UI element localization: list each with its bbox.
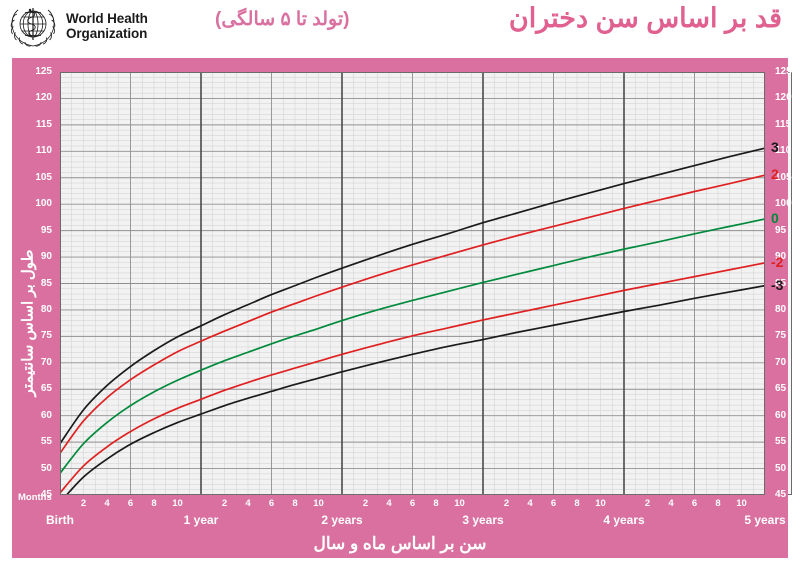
sd-curves xyxy=(60,147,765,495)
page-title: قد بر اساس سن دختران xyxy=(508,3,782,33)
sd-curve-label--3: -3 xyxy=(771,276,784,293)
months-axis-caption: Months xyxy=(18,492,52,503)
month-tick-label: 2 xyxy=(221,498,228,509)
y-tick-label-right: 45 xyxy=(775,489,787,500)
grid-major xyxy=(60,72,765,495)
y-tick-label-right: 100 xyxy=(775,198,792,210)
y-tick-label-right: 55 xyxy=(775,436,787,448)
month-tick-label: 8 xyxy=(715,498,721,509)
y-tick-label-left: 60 xyxy=(40,409,52,421)
who-wordmark-line1: World Health xyxy=(66,10,148,26)
month-tick-label: 2 xyxy=(503,498,510,509)
y-tick-label-right: 95 xyxy=(775,224,787,236)
y-tick-label-left: 75 xyxy=(40,330,52,342)
month-tick-label: 8 xyxy=(574,498,580,509)
chart-panel: طول بر اساس سانتیمتر Months 125 125 120 120… xyxy=(12,58,792,558)
sd-curve-label-3: 3 xyxy=(771,139,779,156)
y-tick-label-right: 125 xyxy=(775,66,792,77)
y-tick-label-left: 125 xyxy=(35,66,52,77)
y-axis-title-text: طول بر اساس سانتیمتر xyxy=(19,249,36,397)
y-tick-label-left: 105 xyxy=(35,171,52,183)
page-header: World Health Organization (تولد تا ۵ سال… xyxy=(0,0,800,58)
month-tick-label: 6 xyxy=(127,498,134,509)
sd-curve-label-2: 2 xyxy=(771,166,779,183)
y-tick-label-right: 65 xyxy=(775,383,787,395)
month-tick-label: 6 xyxy=(691,498,698,509)
y-tick-label-left: 45 xyxy=(40,489,52,500)
y-tick-label-right: 50 xyxy=(775,462,787,474)
month-tick-label: 2 xyxy=(80,498,87,509)
growth-chart-svg xyxy=(60,72,765,495)
who-logo-block: World Health Organization xyxy=(6,4,148,48)
y-tick-label-left: 50 xyxy=(40,462,52,474)
month-tick-label: 10 xyxy=(454,498,465,509)
month-tick-label: 4 xyxy=(668,498,674,509)
month-tick-label: 2 xyxy=(644,498,651,509)
x-axis-title: سن بر اساس ماه و سال xyxy=(313,534,487,553)
month-tick-label: 6 xyxy=(268,498,275,509)
y-tick-label-left: 100 xyxy=(35,198,52,210)
month-tick-label: 4 xyxy=(104,498,110,509)
y-tick-label-left: 120 xyxy=(35,92,52,104)
sd-curve-0 xyxy=(60,218,765,475)
month-tick-label: 6 xyxy=(409,498,416,509)
y-tick-label-left: 115 xyxy=(35,118,52,130)
month-tick-label: 10 xyxy=(595,498,606,509)
y-tick-label-right: 90 xyxy=(775,251,787,263)
who-wordmark-line2: Organization xyxy=(66,26,148,41)
y-tick-label-left: 95 xyxy=(40,224,52,236)
month-tick-label: 4 xyxy=(245,498,251,509)
month-tick-label: 2 xyxy=(362,498,369,509)
y-tick-label-left: 85 xyxy=(40,277,52,289)
plot-border xyxy=(60,72,765,495)
y-tick-label-right: 115 xyxy=(775,118,792,130)
month-tick-label: 8 xyxy=(151,498,157,509)
month-tick-label: 8 xyxy=(292,498,298,509)
y-tick-label-left: 65 xyxy=(40,383,52,395)
sd-curve--2 xyxy=(60,262,765,494)
year-tick-label: 2 years xyxy=(321,513,363,527)
month-tick-label: 8 xyxy=(433,498,439,509)
sd-curve--3 xyxy=(65,284,765,495)
y-tick-label-left: 110 xyxy=(35,145,52,157)
year-tick-label: 3 years xyxy=(462,513,504,527)
plot-area xyxy=(60,72,765,495)
y-tick-label-right: 105 xyxy=(775,171,792,183)
year-tick-label: 1 year xyxy=(183,513,219,527)
y-tick-label-right: 80 xyxy=(775,303,787,315)
y-tick-label-left: 90 xyxy=(40,251,52,263)
month-tick-label: 10 xyxy=(736,498,747,509)
y-tick-label-left: 55 xyxy=(40,436,52,448)
sd-curve-3 xyxy=(60,147,765,445)
y-tick-label-left: 70 xyxy=(40,356,52,368)
year-tick-label: 4 years xyxy=(603,513,645,527)
month-tick-label: 4 xyxy=(527,498,533,509)
y-axis-title: طول بر اساس سانتیمتر xyxy=(14,208,40,438)
y-tick-label-right: 60 xyxy=(775,409,787,421)
y-tick-label-right: 120 xyxy=(775,92,792,104)
month-tick-label: 4 xyxy=(386,498,392,509)
year-tick-label: 5 years xyxy=(744,513,786,527)
who-wordmark: World Health Organization xyxy=(66,11,148,41)
sd-curve-2 xyxy=(60,174,765,455)
y-tick-label-right: 110 xyxy=(775,145,792,157)
chart-subtitle: (تولد تا ۵ سالگی) xyxy=(215,9,350,30)
y-tick-label-left: 80 xyxy=(40,303,52,315)
sd-curve-label-0: 0 xyxy=(771,210,779,226)
month-tick-label: 10 xyxy=(313,498,324,509)
y-tick-label-right: 70 xyxy=(775,356,787,368)
sd-curve-label--2: -2 xyxy=(771,253,784,270)
year-tick-label: Birth xyxy=(46,513,74,527)
y-tick-label-right: 85 xyxy=(775,277,787,289)
y-tick-label-right: 75 xyxy=(775,330,787,342)
who-emblem-icon xyxy=(10,8,56,47)
month-tick-label: 10 xyxy=(172,498,183,509)
month-tick-label: 6 xyxy=(550,498,557,509)
